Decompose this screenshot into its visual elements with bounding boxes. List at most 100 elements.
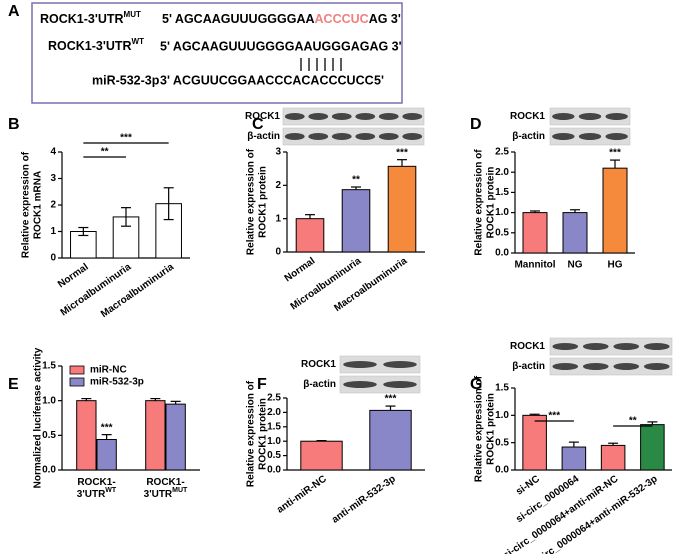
x-tick-label: 3'UTRMUT (144, 487, 188, 500)
blot-band (605, 113, 628, 120)
y-tick-label: 2.0 (495, 167, 509, 178)
label-part: 3'UTR (77, 489, 106, 500)
significance-label: ** (352, 175, 360, 186)
y-axis-label: ROCK1 protein (486, 167, 497, 239)
blot-band (331, 133, 352, 140)
panel-letter: F (257, 376, 267, 393)
blot-band (605, 133, 628, 140)
y-tick-label: 2.5 (495, 147, 509, 158)
blot-band (578, 133, 602, 140)
bar (522, 414, 547, 471)
y-tick-label: 0.5 (495, 227, 509, 238)
blot-band (552, 363, 579, 370)
panel-letter: C (252, 116, 264, 133)
blot-label: ROCK1 (245, 111, 280, 122)
blot-band (355, 113, 376, 120)
x-tick-label: Mannitol (514, 260, 555, 271)
blot-band (284, 133, 305, 140)
blot-band (402, 133, 423, 140)
y-tick-label: 0.5 (42, 430, 56, 441)
bar (640, 424, 665, 471)
blot-band (552, 133, 575, 140)
blot-band (643, 343, 670, 350)
y-axis-label: ROCK1 protein (258, 398, 269, 470)
bar (145, 400, 166, 471)
blot-band (383, 381, 417, 388)
blot-band (378, 133, 399, 140)
blot-band (331, 113, 352, 120)
y-tick-label: 1.5 (267, 421, 281, 432)
blot-label: ROCK1 (510, 341, 545, 352)
blot-band (613, 343, 640, 350)
bar (387, 165, 417, 253)
bar (76, 400, 97, 471)
x-tick-label: Normal (283, 255, 318, 284)
blot-strip (339, 375, 421, 394)
x-tick-label: Macroalbuminuria (99, 261, 176, 320)
blot-band (552, 113, 575, 120)
blot-band (582, 363, 609, 370)
blot-band (582, 343, 609, 350)
bar (369, 409, 412, 471)
x-tick-label: Normal (56, 261, 91, 290)
sequence: 5' AGCAAGUUUGGGGAAACCCUCAG 3' (162, 12, 401, 26)
y-tick-label: 1.5 (495, 187, 509, 198)
x-tick-label: Microalbuminuria (59, 261, 134, 318)
bar (522, 212, 548, 254)
blot-band (578, 113, 602, 120)
row-name: miR-532-3p (92, 73, 160, 87)
panel-letter: E (8, 376, 19, 393)
y-axis-label: ROCK1 mRNA (33, 171, 44, 239)
panel-letter: G (470, 376, 482, 393)
legend-label: miR-532-3p (90, 377, 144, 388)
blot-band (643, 363, 670, 370)
sequence: 5' (374, 73, 384, 87)
bar (300, 440, 343, 471)
blot-strip (339, 355, 421, 374)
blot-label: β-actin (247, 131, 280, 142)
y-axis-label: Relative expression of (246, 148, 257, 255)
y-tick-label: 2 (50, 200, 56, 211)
x-tick-label: 3'UTRWT (77, 487, 117, 500)
y-axis-label: Relative expression of (474, 149, 485, 256)
significance-label: *** (548, 411, 560, 422)
y-tick-label: 0.5 (495, 437, 509, 448)
y-tick-label: 0.0 (495, 465, 509, 476)
row-name: ROCK1-3'UTRWT (48, 37, 144, 53)
y-tick-label: 0 (275, 247, 281, 258)
y-tick-label: 0.0 (495, 248, 509, 259)
y-axis-label: ROCK1 protein (486, 393, 497, 465)
significance-label: ** (101, 147, 109, 158)
y-tick-label: 1.5 (42, 361, 56, 372)
bar (341, 189, 371, 253)
y-tick-label: 1.0 (495, 410, 509, 421)
x-tick-label: HG (608, 260, 623, 271)
y-axis-label: ROCK1 protein (258, 166, 269, 238)
y-axis-label: Relative expression of (21, 151, 32, 258)
significance-label: *** (101, 422, 113, 433)
x-tick-label: NG (568, 260, 583, 271)
bar (602, 167, 628, 254)
panel-letter: B (8, 116, 20, 133)
blot-band (284, 113, 305, 120)
y-tick-label: 1 (275, 213, 281, 224)
y-axis-label: Relative expression of (246, 380, 257, 487)
legend-swatch (69, 365, 85, 375)
blot-band (613, 363, 640, 370)
blot-strip (549, 337, 673, 356)
x-tick-label: anti-miR-NC (275, 474, 329, 516)
y-tick-label: 0 (50, 253, 56, 264)
y-tick-label: 4 (50, 147, 56, 158)
legend-label: miR-NC (90, 365, 127, 376)
blot-label: ROCK1 (510, 111, 545, 122)
y-tick-label: 1.0 (495, 207, 509, 218)
label-sup: MUT (172, 487, 188, 494)
y-axis-label: Relative expression of (474, 375, 485, 482)
blot-label: β-actin (512, 361, 545, 372)
pairing-lines (300, 58, 342, 71)
y-axis-label: Normalized luciferase activity (33, 347, 44, 488)
blot-band (308, 113, 329, 120)
sequence: 3' ACGUUCGGAACCCACACCCUCC (160, 73, 374, 87)
significance-label: *** (609, 148, 621, 159)
